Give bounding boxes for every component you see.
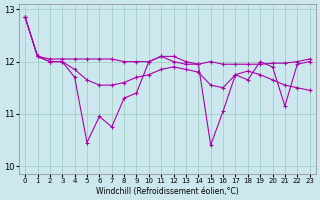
X-axis label: Windchill (Refroidissement éolien,°C): Windchill (Refroidissement éolien,°C) [96,187,239,196]
